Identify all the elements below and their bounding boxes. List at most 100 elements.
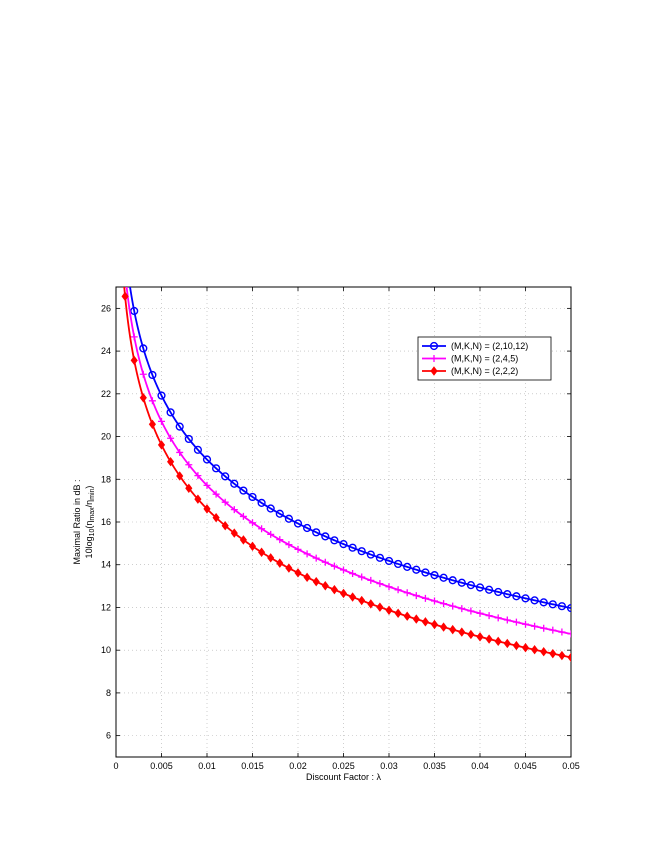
data-point: [258, 547, 266, 557]
data-point: [330, 536, 339, 545]
data-point: [258, 525, 266, 533]
data-point: [349, 570, 357, 578]
y-tick-label: 18: [101, 474, 111, 484]
x-tick-label: 0.05: [562, 761, 580, 771]
data-point: [394, 608, 402, 618]
data-point: [430, 355, 438, 362]
data-point: [531, 645, 539, 655]
data-point: [494, 587, 503, 597]
data-point: [549, 626, 557, 634]
data-point: [257, 498, 266, 508]
tick-labels: 0 0.005 0.01 0.015 0.02 0.025 0.03 0.035 0.04 0.0…: [101, 303, 580, 771]
data-point: [358, 573, 366, 581]
data-point: [349, 592, 357, 602]
legend-label: (M,K,N) = (2,2,2): [451, 366, 518, 376]
data-point: [366, 550, 375, 559]
data-point: [503, 638, 511, 649]
series-1: [122, 244, 571, 613]
data-point: [376, 580, 384, 588]
data-point: [467, 607, 475, 615]
data-point: [167, 457, 175, 467]
data-point: [230, 506, 238, 514]
data-point: [184, 434, 193, 444]
data-point: [412, 565, 421, 574]
data-point: [503, 616, 511, 624]
data-point: [139, 370, 147, 378]
data-point: [476, 609, 484, 617]
data-point: [185, 461, 193, 469]
data-point: [230, 479, 239, 488]
data-point: [239, 486, 248, 495]
data-point: [294, 568, 302, 578]
data-point: [312, 554, 320, 562]
data-point: [285, 563, 293, 573]
data-point: [522, 620, 529, 628]
data-point: [566, 603, 571, 613]
data-point: [148, 370, 157, 380]
data-point: [130, 355, 138, 366]
data-point: [385, 605, 393, 615]
data-point: [148, 397, 156, 405]
data-point: [294, 545, 302, 553]
data-point: [357, 547, 366, 556]
data-point: [303, 550, 311, 558]
data-point: [539, 598, 548, 607]
data-point: [122, 244, 129, 251]
data-point: [421, 568, 430, 577]
data-point: [284, 514, 294, 523]
data-point: [475, 583, 485, 592]
x-tick-label: 0.03: [380, 761, 398, 771]
data-point: [330, 562, 338, 570]
y-tick-label: 6: [106, 731, 111, 741]
data-point: [430, 619, 439, 630]
data-point: [385, 583, 393, 591]
data-point: [540, 647, 548, 657]
data-point: [194, 494, 202, 504]
data-point: [458, 605, 466, 613]
y-tick-label: 26: [101, 303, 111, 313]
data-point: [367, 599, 375, 609]
series-2: [122, 269, 571, 638]
data-point: [549, 648, 557, 659]
data-point: [485, 585, 494, 594]
data-point: [348, 543, 357, 552]
data-point: [239, 535, 247, 545]
data-point: [221, 521, 229, 531]
series-line: [123, 287, 571, 659]
x-axis-label: Discount Factor : λ: [306, 772, 382, 782]
data-point: [512, 640, 520, 651]
data-point: [394, 559, 403, 569]
y-tick-label: 14: [101, 560, 111, 570]
data-point: [248, 541, 257, 551]
data-point: [558, 628, 566, 636]
x-tick-label: 0.02: [289, 761, 307, 771]
data-point: [394, 586, 402, 594]
data-point: [202, 455, 212, 464]
data-point: [130, 306, 139, 316]
data-point: [421, 594, 429, 602]
x-tick-label: 0.035: [423, 761, 446, 771]
x-tick-label: 0.005: [150, 761, 173, 771]
data-point: [122, 269, 129, 276]
x-tick-label: 0: [113, 761, 118, 771]
y-tick-label: 8: [106, 688, 111, 698]
y-tick-label: 12: [101, 602, 111, 612]
legend: (M,K,N) = (2,10,12) (M,K,N) = (2,4,5) (M,K…: [417, 336, 552, 381]
data-point: [429, 341, 439, 351]
data-point: [412, 614, 420, 624]
data-point: [203, 504, 211, 514]
data-point: [439, 573, 448, 582]
data-point: [494, 636, 502, 647]
legend-label: (M,K,N) = (2,10,12): [451, 341, 528, 351]
data-point: [312, 528, 321, 537]
data-point: [185, 483, 193, 493]
data-point: [440, 600, 448, 608]
y-tick-label: 22: [101, 389, 111, 399]
data-point: [158, 417, 165, 425]
data-point: [485, 634, 493, 644]
data-point: [276, 536, 284, 544]
data-point: [403, 589, 411, 597]
data-point: [176, 471, 184, 481]
data-point: [212, 464, 221, 473]
